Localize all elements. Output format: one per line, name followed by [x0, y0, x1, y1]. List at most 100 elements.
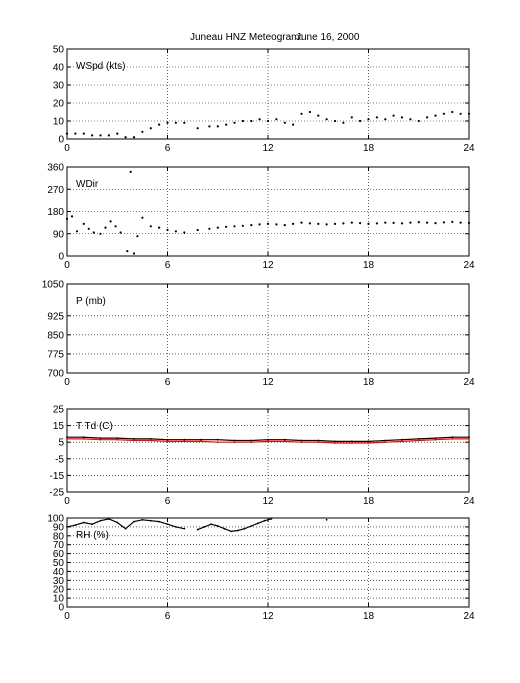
- pressure-ytick-label: 700: [47, 369, 64, 380]
- wspd-xtick-label: 6: [165, 143, 171, 154]
- rh-data-point: [230, 530, 233, 533]
- wspd-data-point: [258, 118, 261, 121]
- rh-data-point: [203, 526, 206, 528]
- wdir-xtick-label: 18: [363, 260, 375, 271]
- wspd-data-point: [65, 132, 69, 135]
- wdir-data-point: [392, 221, 395, 224]
- wdir-xtick-label: 12: [262, 260, 274, 271]
- temp-data-point: [334, 442, 336, 444]
- wdir-data-point: [367, 222, 370, 225]
- temp-data-point: [233, 439, 236, 442]
- rh-xtick-label: 6: [165, 611, 171, 622]
- temp-data-point: [166, 440, 169, 443]
- wdir-data-point: [174, 230, 177, 233]
- wdir-data-point: [451, 220, 454, 223]
- rh-ytick-label: 0: [58, 603, 64, 614]
- pressure-xtick-label: 6: [165, 377, 171, 388]
- wspd-xtick-label: 12: [262, 143, 274, 154]
- temp-data-point: [82, 438, 85, 440]
- wdir-xtick-label: 6: [165, 260, 171, 271]
- temp-xtick-label: 6: [165, 496, 171, 507]
- wdir-data-point: [65, 217, 69, 220]
- temp-data-point: [216, 441, 219, 444]
- temp-ytick-label: -25: [50, 488, 65, 499]
- figure-title-station: Juneau HNZ Meteogram:: [190, 32, 303, 43]
- wspd-data-point: [250, 119, 253, 123]
- wspd-data-point: [333, 119, 337, 123]
- temp-data-point: [116, 438, 119, 441]
- temp-ytick-label: 15: [53, 421, 65, 432]
- rh-xtick-label: 18: [363, 611, 375, 622]
- temp-xtick-label: 0: [64, 496, 70, 507]
- wdir-xtick-label: 24: [463, 260, 475, 271]
- wspd-data-point: [266, 119, 270, 123]
- temp-data-point: [367, 442, 370, 444]
- wdir-data-point: [292, 222, 295, 225]
- wdir-data-point: [141, 216, 144, 219]
- temp-data-point: [216, 438, 219, 441]
- rh-data-point: [196, 528, 199, 531]
- rh-data-point: [91, 523, 93, 526]
- temp-data-point: [367, 440, 370, 443]
- wdir-data-point: [442, 221, 445, 224]
- rh-ytick-label: 90: [53, 522, 65, 533]
- pressure-ytick-label: 925: [47, 311, 64, 322]
- wspd-xtick-label: 24: [463, 143, 475, 154]
- rh-data-point: [108, 518, 110, 520]
- wdir-data-point: [384, 221, 387, 224]
- wspd-data-point: [359, 119, 362, 123]
- wspd-data-point: [283, 121, 286, 124]
- wdir-ytick-label: 360: [47, 163, 64, 174]
- wspd-xtick-label: 18: [363, 143, 375, 154]
- wdir-data-point: [119, 231, 122, 234]
- wspd-data-point: [183, 121, 186, 124]
- wdir-ytick-label: 90: [53, 229, 65, 240]
- wspd-data-point: [434, 114, 437, 117]
- temp-data-point: [183, 440, 186, 443]
- wspd-data-point: [392, 114, 395, 117]
- rh-ytick-label: 100: [47, 514, 64, 525]
- rh-ytick-label: 50: [53, 558, 65, 569]
- wdir-data-point: [132, 252, 136, 255]
- wspd-ytick-label: 20: [53, 99, 65, 110]
- wspd-data-point: [196, 127, 199, 130]
- temp-data-point: [468, 438, 470, 440]
- rh-ytick-label: 30: [53, 576, 65, 587]
- wdir-data-point: [241, 224, 244, 227]
- wdir-data-point: [325, 223, 328, 226]
- wspd-data-point: [99, 134, 102, 137]
- wdir-data-point: [350, 221, 353, 224]
- wdir-data-point: [183, 231, 186, 234]
- temp-data-point: [250, 439, 253, 442]
- temp-data-point: [417, 439, 420, 442]
- rh-data-point: [66, 526, 68, 528]
- rh-data-point: [82, 521, 85, 524]
- wdir-panel-label: WDir: [76, 179, 99, 190]
- pressure-xtick-label: 0: [64, 377, 70, 388]
- wspd-data-point: [384, 118, 387, 121]
- temp-ytick-label: 25: [53, 405, 65, 416]
- wdir-data-point: [400, 222, 404, 225]
- wspd-data-point: [241, 119, 244, 123]
- wdir-data-point: [233, 225, 236, 228]
- wdir-data-point: [300, 221, 303, 224]
- rh-data-point: [175, 526, 177, 528]
- temp-data-point: [451, 436, 454, 439]
- wspd-data-point: [308, 110, 311, 114]
- wdir-data-point: [114, 225, 117, 228]
- rh-ytick-label: 70: [53, 540, 65, 551]
- wdir-data-point: [317, 222, 320, 225]
- wdir-data-point: [129, 170, 132, 173]
- rh-xtick-label: 12: [262, 611, 274, 622]
- rh-panel-label: RH (%): [76, 530, 109, 541]
- wdir-data-point: [250, 224, 253, 227]
- wdir-data-point: [333, 222, 337, 225]
- wdir-ytick-label: 270: [47, 185, 64, 196]
- wspd-ytick-label: 30: [53, 81, 65, 92]
- wdir-data-point: [158, 226, 161, 229]
- wspd-data-point: [459, 112, 462, 115]
- wdir-data-point: [196, 228, 199, 232]
- wspd-data-point: [375, 116, 378, 119]
- rh-data-point: [263, 519, 266, 522]
